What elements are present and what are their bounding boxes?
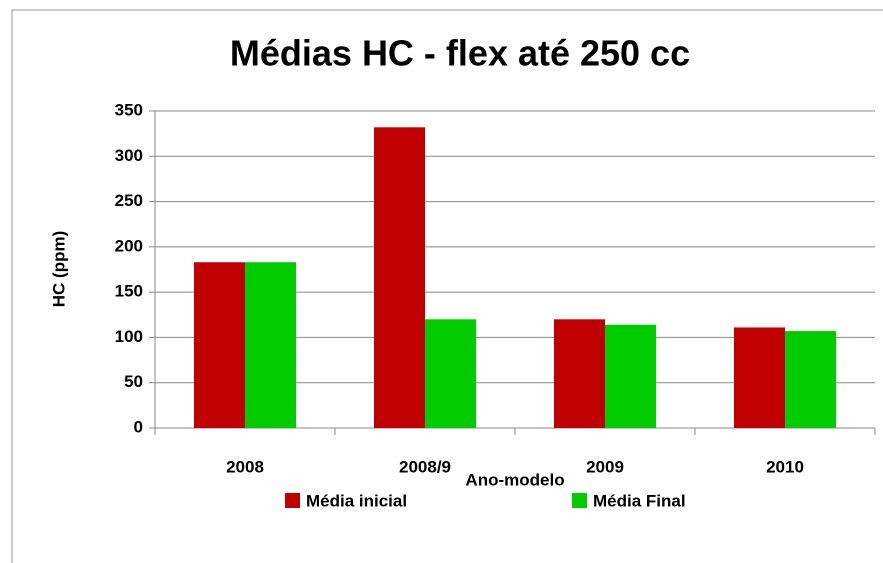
legend-label: Média inicial	[306, 491, 407, 510]
x-tick-label: 2010	[766, 457, 804, 476]
bar	[605, 324, 656, 428]
y-tick-label: 200	[115, 236, 143, 255]
legend-swatch	[285, 493, 300, 508]
bar	[425, 319, 476, 428]
chart-title: Médias HC - flex até 250 cc	[230, 33, 690, 74]
y-tick-label: 350	[115, 100, 143, 119]
bar	[194, 262, 245, 428]
y-tick-label: 250	[115, 191, 143, 210]
bar	[245, 262, 296, 428]
x-axis-label: Ano-modelo	[465, 470, 564, 489]
y-tick-label: 300	[115, 146, 143, 165]
y-tick-label: 50	[124, 372, 143, 391]
y-tick-label: 100	[115, 327, 143, 346]
x-tick-label: 2008/9	[399, 457, 451, 476]
legend-swatch	[572, 493, 587, 508]
bar	[734, 327, 785, 428]
bar	[554, 319, 605, 428]
frame	[11, 9, 883, 563]
bar	[374, 127, 425, 428]
bar	[785, 331, 836, 428]
legend-label: Média Final	[593, 491, 686, 510]
x-tick-label: 2008	[226, 457, 264, 476]
y-tick-label: 150	[115, 282, 143, 301]
y-axis-label: HC (ppm)	[49, 231, 68, 307]
y-tick-label: 0	[134, 417, 143, 436]
x-tick-label: 2009	[586, 457, 624, 476]
